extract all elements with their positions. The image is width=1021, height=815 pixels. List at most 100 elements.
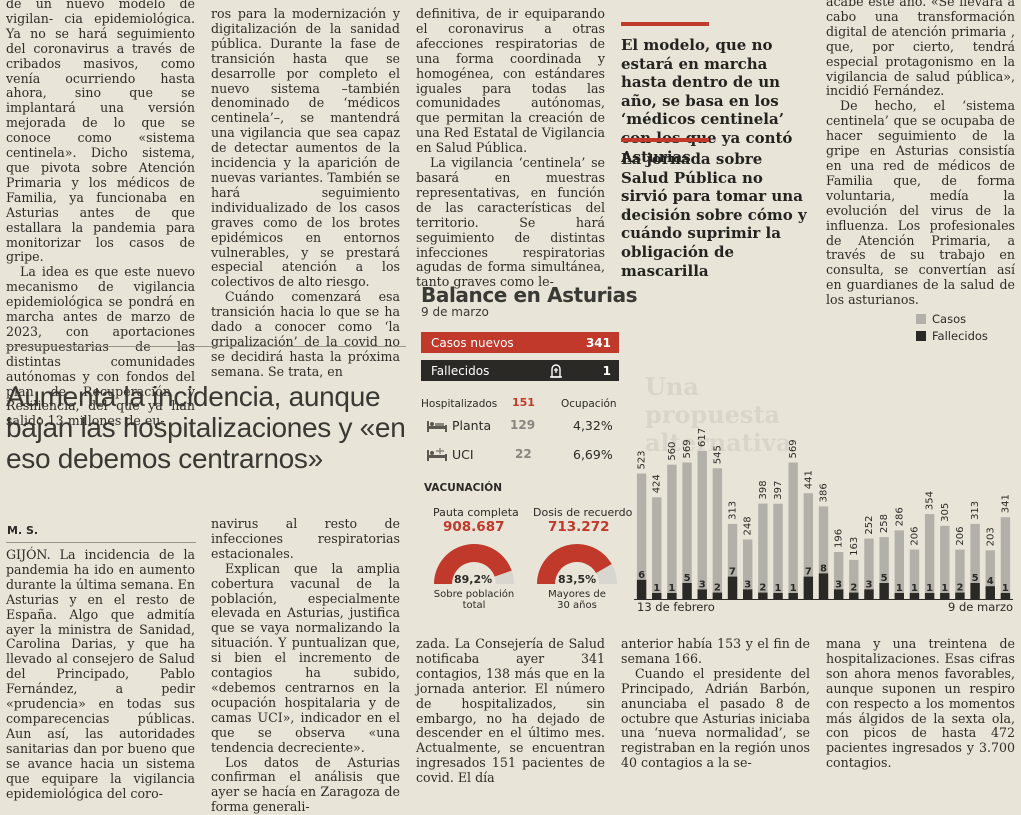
legend-item-fallecidos: Fallecidos: [916, 329, 988, 343]
data-label-fallecidos: 3: [865, 579, 872, 590]
data-label-casos: 617: [697, 428, 708, 447]
bar-fallecidos: [879, 583, 888, 599]
data-label-fallecidos: 1: [941, 583, 948, 594]
legend-label-fallecidos: Fallecidos: [932, 329, 988, 343]
data-label-casos: 252: [864, 515, 875, 534]
data-label-fallecidos: 3: [744, 579, 751, 590]
data-label-fallecidos: 1: [668, 583, 675, 594]
pull-quote-1: El modelo, que no estará en marcha hasta…: [621, 36, 813, 166]
data-label-casos: 258: [879, 514, 890, 533]
hospitalized-label: Hospitalizados: [421, 398, 497, 410]
data-label-fallecidos: 7: [729, 567, 736, 578]
bar-casos: [698, 451, 707, 599]
data-label-casos: 206: [909, 526, 920, 545]
data-label-casos: 569: [682, 439, 693, 458]
pull-quote-rule-2: [621, 138, 709, 142]
paragraph: La vigilancia ‘centinela’ se basará en m…: [416, 156, 605, 290]
data-label-casos: 424: [652, 474, 663, 493]
data-label-fallecidos: 2: [714, 583, 721, 594]
bar-fallecidos: [698, 589, 707, 599]
full-dose-percent: 89,2%: [454, 573, 492, 586]
icu-bed-icon: [426, 447, 448, 466]
icu-value: 22: [515, 447, 532, 461]
booster-caption: Mayores de 30 años: [527, 589, 627, 611]
section-divider: [6, 346, 406, 347]
byline-rule: [6, 542, 196, 543]
ward-label: Planta: [452, 418, 491, 433]
bottom-article-column-5: mana y una treintena de hospitalizacione…: [826, 637, 1015, 771]
infographic-title: Balance en Asturias: [421, 283, 637, 307]
data-label-fallecidos: 1: [911, 583, 918, 594]
booster-caption-line-1: Mayores de: [527, 589, 627, 600]
bottom-col5-text: mana y una treintena de hospitalizacione…: [826, 637, 1015, 771]
bottom-col1-text: GIJÓN. La incidencia de la pandemia ha i…: [6, 548, 195, 801]
pull-quote-2: La jornada sobre Salud Pública no sirvió…: [621, 150, 813, 280]
bar-fallecidos: [728, 577, 737, 599]
bottom-article-column-1: GIJÓN. La incidencia de la pandemia ha i…: [6, 548, 195, 801]
vaccination-title: VACUNACIÓN: [424, 482, 502, 494]
paragraph: Cuando el presidente del Principado, Adr…: [621, 667, 810, 771]
legend-item-casos: Casos: [916, 312, 988, 326]
bar-fallecidos: [819, 573, 828, 599]
bar-fallecidos: [970, 583, 979, 599]
top-article-column-3: definitiva, de ir equiparando el coronav…: [416, 7, 605, 290]
bar-fallecidos: [743, 589, 752, 599]
pull-quote-rule-1: [621, 22, 709, 26]
data-label-casos: 545: [712, 445, 723, 464]
data-label-casos: 386: [819, 483, 830, 502]
new-cases-box: Casos nuevos 341: [421, 332, 619, 353]
data-label-casos: 203: [985, 527, 996, 546]
full-dose-value: 908.687: [443, 519, 505, 535]
data-label-fallecidos: 1: [790, 583, 797, 594]
new-cases-value: 341: [586, 336, 611, 350]
data-label-casos: 305: [940, 503, 951, 522]
bottom-article-column-3: zada. La Consejería de Salud notificaba …: [416, 637, 605, 786]
paragraph: Los datos de Asturias confirman el análi…: [211, 756, 400, 815]
data-label-casos: 341: [1000, 494, 1011, 513]
paragraph: acabe este año. «Se llevará a cabo una t…: [826, 0, 1015, 99]
paragraph: anterior había 153 y el fin de semana 16…: [621, 637, 810, 667]
data-label-casos: 398: [758, 480, 769, 499]
data-label-casos: 441: [803, 470, 814, 489]
data-label-fallecidos: 8: [820, 563, 827, 574]
booster-percent: 83,5%: [558, 573, 596, 586]
booster-caption-line-2: 30 años: [527, 600, 627, 611]
data-label-fallecidos: 1: [1002, 583, 1009, 594]
paragraph: Cuándo comenzará esa transición hacia lo…: [211, 290, 400, 379]
data-label-fallecidos: 6: [638, 570, 645, 581]
booster-value: 713.272: [548, 519, 610, 535]
data-label-casos: 560: [667, 442, 678, 461]
deaths-label: Fallecidos: [431, 364, 549, 378]
top-article-column-1: de un nuevo modelo de vigilan- cia epide…: [6, 0, 195, 429]
occupancy-label: Ocupación: [561, 398, 617, 410]
icu-label: UCI: [452, 447, 474, 462]
legend-swatch-fallecidos: [916, 331, 926, 341]
infographic-date: 9 de marzo: [421, 305, 489, 319]
new-cases-label: Casos nuevos: [431, 336, 586, 350]
bar-casos: [667, 465, 676, 599]
paragraph: de un nuevo modelo de vigilan- cia epide…: [6, 0, 195, 265]
headline: Aumenta la incidencia, aunque bajan las …: [6, 381, 410, 474]
paragraph: ros para la modernización y digitalizaci…: [211, 7, 400, 290]
legend-swatch-casos: [916, 314, 926, 324]
data-label-casos: 569: [788, 439, 799, 458]
data-label-casos: 196: [834, 529, 845, 548]
data-label-casos: 163: [849, 537, 860, 556]
ward-percent: 4,32%: [573, 418, 613, 433]
bar-casos: [713, 468, 722, 599]
data-label-casos: 313: [728, 501, 739, 520]
data-label-fallecidos: 5: [684, 573, 691, 584]
data-label-fallecidos: 4: [987, 576, 994, 587]
bottom-article-column-2: navirus al resto de infecciones respirat…: [211, 517, 400, 815]
data-label-casos: 286: [894, 507, 905, 526]
data-label-casos: 248: [743, 516, 754, 535]
data-label-fallecidos: 1: [775, 583, 782, 594]
data-label-fallecidos: 3: [699, 579, 706, 590]
top-article-column-5: acabe este año. «Se llevará a cabo una t…: [826, 0, 1015, 308]
bottom-article-column-4: anterior había 153 y el fin de semana 16…: [621, 637, 810, 771]
data-label-casos: 206: [955, 526, 966, 545]
paragraph: De hecho, el ‘sistema centinela’ que se …: [826, 99, 1015, 308]
icu-percent: 6,69%: [573, 447, 613, 462]
bar-fallecidos: [682, 583, 691, 599]
hospitalized-value: 151: [512, 396, 535, 409]
